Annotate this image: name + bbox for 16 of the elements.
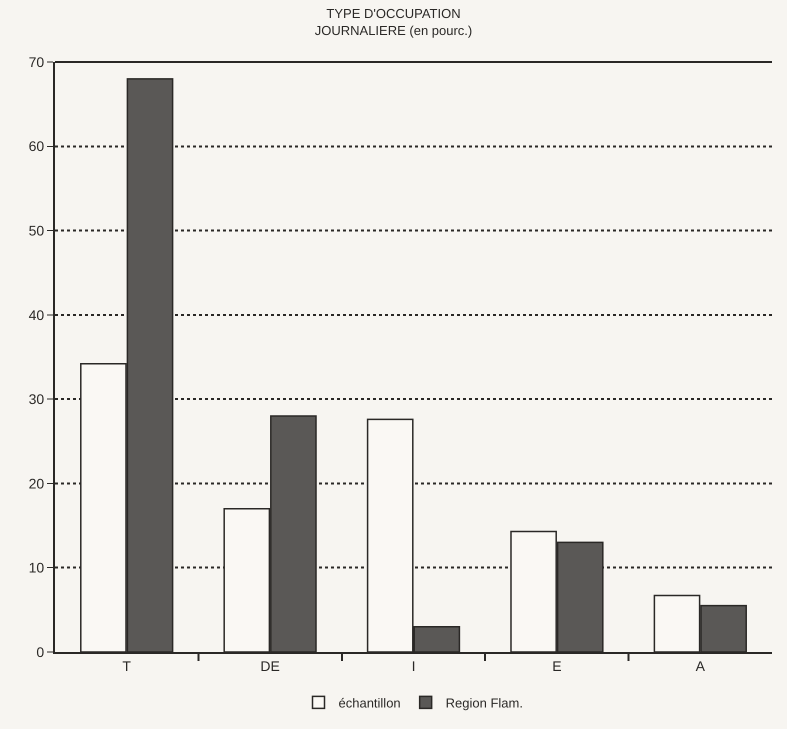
y-tick-label: 60 [28, 138, 44, 154]
y-tick-label: 40 [28, 306, 44, 323]
y-tick-label: 20 [28, 475, 44, 492]
y-tick-label: 50 [28, 222, 44, 238]
legend-label: échantillon [338, 695, 401, 710]
legend-label: Region Flam. [446, 695, 523, 710]
x-tick-label: DE [260, 658, 280, 674]
y-tick-label: 0 [36, 644, 44, 660]
y-tick-label: 30 [28, 391, 44, 408]
x-tick-label: E [552, 658, 562, 674]
y-tick-label: 70 [28, 54, 44, 70]
x-tick-label: I [412, 658, 416, 674]
x-tick-label: T [122, 658, 132, 674]
x-tick-label: A [696, 658, 706, 674]
chart-title: TYPE D'OCCUPATION JOURNALIERE (en pourc.) [314, 6, 472, 38]
y-tick-label: 10 [28, 560, 44, 576]
